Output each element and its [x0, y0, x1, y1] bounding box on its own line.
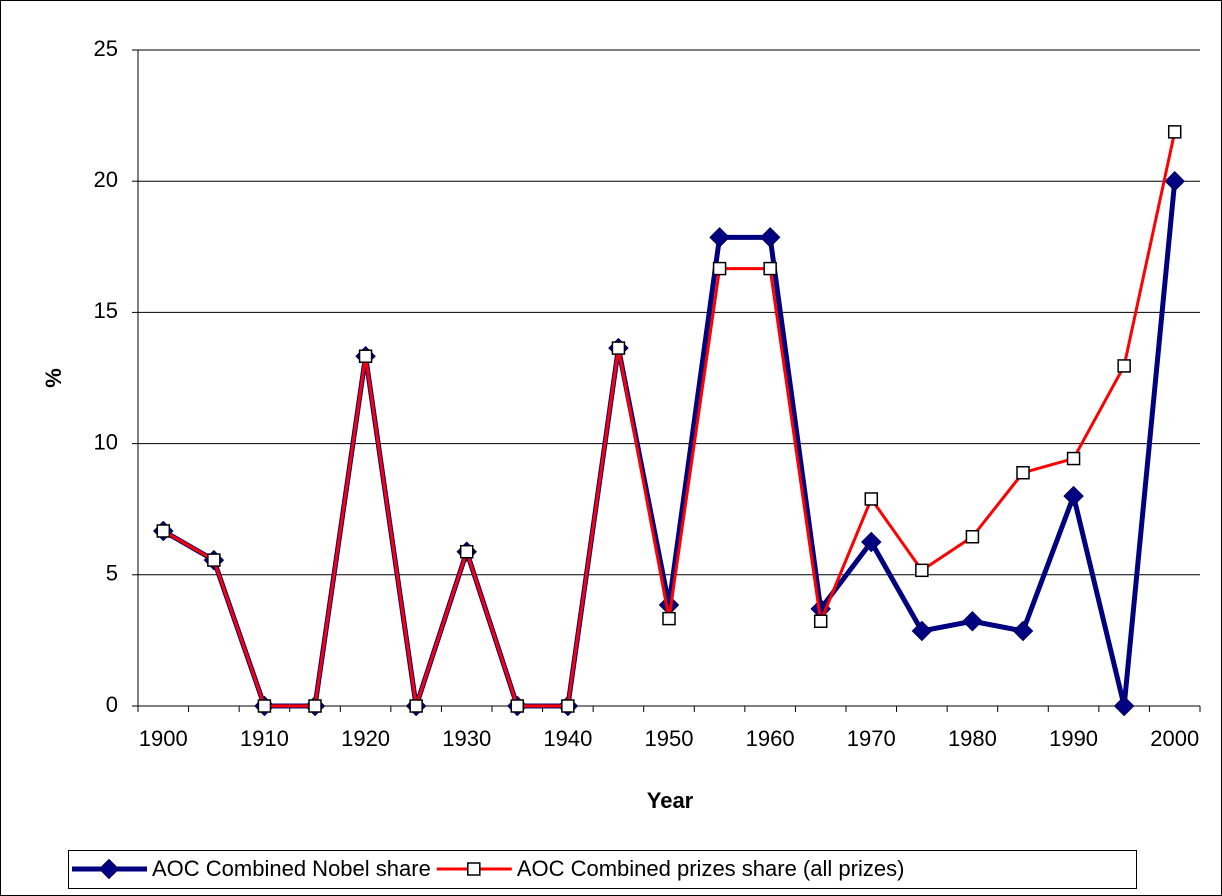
y-tick-label: 10 [94, 429, 118, 454]
data-point [759, 227, 781, 248]
x-axis-label: Year [647, 788, 694, 813]
data-point [1066, 451, 1081, 466]
legend-marker [467, 862, 481, 876]
data-point [860, 531, 882, 553]
y-tick-label: 20 [94, 167, 118, 192]
data-point [1012, 620, 1034, 642]
data-point [712, 261, 727, 276]
data-point [358, 349, 373, 363]
x-tick-label: 1900 [139, 726, 188, 751]
x-tick-label: 1950 [645, 726, 694, 751]
y-tick-label: 5 [106, 561, 118, 586]
legend-label: AOC Combined prizes share (all prizes) [517, 856, 905, 881]
legend-box [68, 850, 1137, 889]
y-tick-label: 0 [106, 692, 118, 717]
data-point [662, 611, 676, 626]
data-point [864, 492, 879, 506]
x-tick-label: 1920 [341, 726, 390, 751]
data-point [459, 544, 474, 559]
y-axis-label: % [41, 368, 66, 388]
x-tick-label: 1960 [746, 726, 795, 751]
data-point [561, 699, 575, 713]
x-tick-label: 1970 [847, 726, 896, 751]
data-point [308, 699, 322, 713]
y-tick-label: 25 [94, 36, 118, 61]
data-point [611, 341, 626, 355]
x-tick-label: 2000 [1150, 726, 1199, 751]
data-point [1063, 485, 1084, 507]
legend-marker [98, 858, 120, 880]
x-tick-label: 1940 [543, 726, 592, 751]
x-tick-label: 1990 [1049, 726, 1098, 751]
data-point [1117, 359, 1131, 373]
data-point [965, 530, 980, 544]
legend-label: AOC Combined Nobel share [152, 856, 431, 881]
data-point [1113, 695, 1135, 717]
data-point [915, 563, 929, 578]
data-point [763, 261, 777, 276]
data-point [156, 524, 171, 538]
data-point [409, 699, 423, 713]
x-tick-label: 1980 [948, 726, 997, 751]
data-point [813, 614, 828, 628]
data-point [510, 699, 525, 713]
data-point [962, 610, 983, 632]
data-point [207, 553, 221, 567]
data-point [1167, 125, 1182, 139]
x-tick-label: 1910 [240, 726, 289, 751]
data-point [257, 699, 272, 713]
x-tick-label: 1930 [442, 726, 491, 751]
y-tick-label: 15 [94, 298, 118, 323]
data-point [911, 620, 933, 642]
data-point [1164, 170, 1186, 192]
data-point [1016, 465, 1030, 480]
data-point [709, 227, 730, 248]
